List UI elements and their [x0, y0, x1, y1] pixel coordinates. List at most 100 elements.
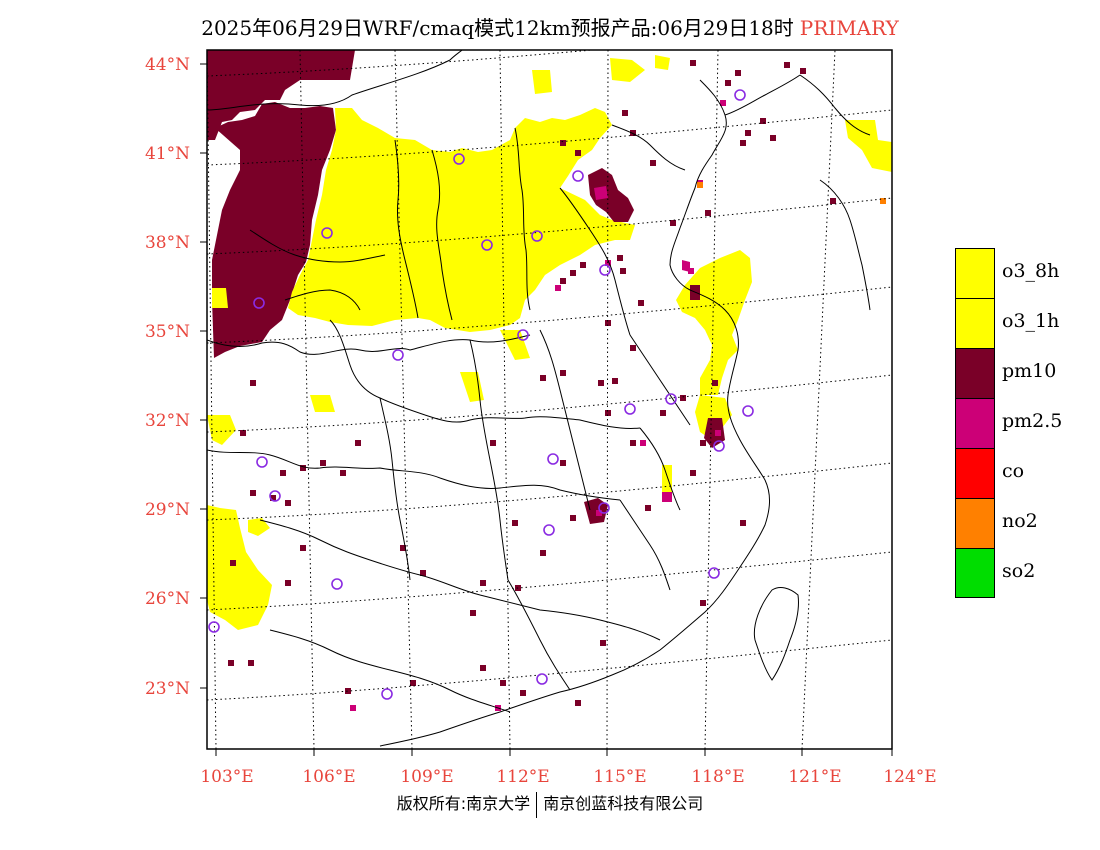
map-title-main: 2025年06月29日WRF/cmaq模式12km预报产品:06月29日18时 [201, 16, 794, 40]
pollutant-pixel [680, 395, 686, 401]
lon-labels: 103°E 106°E 109°E 112°E 115°E 118°E 121°E 124°E [200, 749, 937, 787]
pollutant-pixel [400, 545, 406, 551]
legend-swatch [955, 448, 995, 498]
graticule-parallel [207, 50, 598, 77]
pollutant-pixel [880, 198, 886, 204]
legend-swatch [955, 248, 995, 298]
station-marker [331, 578, 343, 590]
lon-label: 109°E [400, 767, 453, 787]
pollutant-pixel [555, 285, 561, 291]
station-marker [734, 89, 746, 101]
pollutant-pixel [248, 660, 254, 666]
pm25-region-a [594, 186, 608, 200]
o3-region-ne-small [655, 55, 670, 70]
map-title: 2025年06月29日WRF/cmaq模式12km预报产品:06月29日18时 P… [0, 12, 1100, 41]
pollutant-pixel [228, 660, 234, 666]
pollutant-pixel [560, 370, 566, 376]
pollutant-pixel [280, 470, 286, 476]
lon-label: 115°E [593, 767, 646, 787]
pollutant-pixel [720, 100, 726, 106]
o3-region-jiangsu [695, 395, 732, 440]
o3-region-sw3 [248, 518, 270, 536]
station-marker [547, 453, 559, 465]
pm10-region-west-main [212, 102, 336, 358]
pollutant-pixel [580, 262, 586, 268]
pollutant-pixel [285, 500, 291, 506]
pollutant-pixel [612, 378, 618, 384]
pollutant-pixel [690, 60, 696, 66]
graticule-parallel [207, 109, 892, 166]
pollutant-pixel [600, 640, 606, 646]
pm25-region-c [662, 492, 672, 502]
pollutant-pixel [300, 545, 306, 551]
lon-label: 124°E [883, 767, 936, 787]
pollutant-pixel [700, 600, 706, 606]
legend-swatch [955, 348, 995, 398]
lat-label: 41°N [145, 144, 190, 164]
pollutant-pixel [340, 470, 346, 476]
pollutant-pixel [705, 210, 711, 216]
graticule-meridian [606, 50, 609, 749]
station-marker [742, 405, 754, 417]
o3-region-sw2 [207, 415, 236, 445]
o3-region-northeast [610, 58, 645, 82]
pollutant-pixel [345, 688, 351, 694]
pollutant-pixel [638, 300, 644, 306]
map-plot-area [207, 50, 892, 749]
lat-label: 38°N [145, 233, 190, 253]
o3-region-small-f [662, 465, 672, 495]
footer: 版权所有:南京大学 南京创蓝科技有限公司 [0, 790, 1100, 818]
pollutant-pixel [670, 220, 676, 226]
legend-swatch [955, 548, 995, 598]
pollutant-pixel [660, 410, 666, 416]
lat-label: 29°N [145, 500, 190, 520]
legend-label: pm2.5 [1002, 410, 1063, 432]
legend-label: o3_8h [1002, 260, 1060, 282]
graticule-parallel [207, 462, 892, 521]
pollutant-pixel [617, 255, 623, 261]
station-marker [531, 230, 543, 242]
legend-label: o3_1h [1002, 310, 1060, 332]
pollutant-pixel [560, 278, 566, 284]
pollutant-pixel [250, 380, 256, 386]
station-marker [269, 490, 281, 502]
pollutant-pixel [270, 495, 276, 501]
pollutant-pixel [697, 182, 703, 188]
lon-label: 106°E [302, 767, 355, 787]
lat-label: 35°N [145, 322, 190, 342]
station-marker [481, 239, 493, 251]
lon-label: 121°E [788, 767, 841, 787]
o3-region-small-a [532, 70, 552, 94]
o3-region-small-b [460, 372, 484, 402]
pollutant-pixel [540, 550, 546, 556]
graticule-meridian [891, 743, 892, 749]
pollutant-pixel [598, 380, 604, 386]
pollutant-pixel [760, 118, 766, 124]
coastline [379, 74, 871, 747]
station-marker [208, 621, 220, 633]
graticule [207, 50, 892, 749]
graticule-parallel [207, 639, 892, 701]
station-marker [713, 440, 725, 452]
footer-right: 南京创蓝科技有限公司 [543, 794, 704, 813]
o3-region-north [288, 108, 635, 332]
pollutant-pixel [575, 150, 581, 156]
graticule-parallel [207, 286, 892, 344]
legend-label: co [1002, 460, 1025, 482]
station-marker [321, 227, 333, 239]
pollutant-pixel [596, 510, 602, 516]
lat-label: 26°N [145, 589, 190, 609]
map-title-tag: PRIMARY [799, 16, 899, 40]
pollutant-pixel [350, 705, 356, 711]
station-marker [598, 502, 610, 514]
map-frame [206, 49, 893, 750]
pollutant-pixel [640, 440, 646, 446]
legend-swatch [955, 498, 995, 548]
lon-label: 103°E [200, 767, 253, 787]
o3-region-small-d [212, 288, 228, 308]
legend-swatch [955, 398, 995, 448]
province-borders [207, 50, 691, 713]
pollutant-pixel [645, 505, 651, 511]
footer-left: 版权所有:南京大学 [396, 794, 531, 813]
